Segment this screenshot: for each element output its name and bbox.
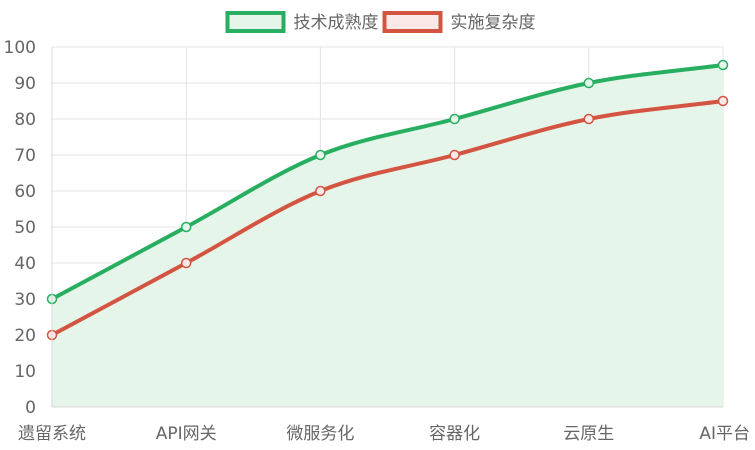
- data-point[interactable]: [583, 113, 595, 125]
- legend-item-1[interactable]: 技术成熟度: [225, 11, 379, 33]
- axes: 0 10 20 30 40 50 60 70 80 90 100 遗留系统 API网关 微服务化 容器化 云原…: [4, 38, 750, 444]
- legend-swatch: [382, 11, 443, 33]
- data-points: [46, 59, 729, 341]
- legend[interactable]: 技术成熟度 实施复杂度: [225, 11, 536, 33]
- series-line-2: [50, 99, 725, 337]
- series-line-1: [50, 63, 725, 301]
- data-point[interactable]: [180, 257, 192, 269]
- y-tick-label: 70: [14, 146, 36, 166]
- data-point[interactable]: [315, 149, 326, 161]
- data-point[interactable]: [717, 95, 729, 107]
- x-tick-label: AI平台: [699, 424, 750, 444]
- legend-label: 技术成熟度: [294, 12, 379, 33]
- data-point[interactable]: [449, 113, 460, 125]
- y-tick-label: 30: [14, 290, 36, 310]
- series-area-1: [52, 65, 723, 407]
- x-tick-label: API网关: [156, 424, 217, 444]
- y-tick-label: 40: [14, 254, 36, 274]
- data-point[interactable]: [449, 149, 460, 161]
- x-tick-label: 微服务化: [286, 424, 354, 444]
- data-point[interactable]: [583, 77, 595, 89]
- legend-label: 实施复杂度: [451, 13, 536, 33]
- area-fills: [52, 65, 723, 407]
- y-tick-label: 10: [14, 362, 36, 382]
- y-tick-label: 80: [14, 110, 36, 130]
- y-tick-label: 50: [14, 218, 36, 238]
- data-point[interactable]: [180, 221, 192, 233]
- y-tick-label: 0: [25, 398, 36, 418]
- y-tick-label: 100: [4, 38, 36, 58]
- legend-swatch: [225, 11, 286, 33]
- y-tick-label: 90: [14, 74, 36, 94]
- x-tick-label: 云原生: [563, 424, 614, 444]
- data-point[interactable]: [315, 185, 326, 197]
- data-point[interactable]: [717, 59, 729, 71]
- y-tick-label: 60: [14, 182, 36, 202]
- x-tick-label: 遗留系统: [18, 424, 86, 444]
- y-tick-label: 20: [14, 326, 36, 346]
- series-lines: [50, 63, 725, 337]
- x-tick-label: 容器化: [429, 424, 480, 444]
- legend-item-2[interactable]: 实施复杂度: [382, 11, 536, 33]
